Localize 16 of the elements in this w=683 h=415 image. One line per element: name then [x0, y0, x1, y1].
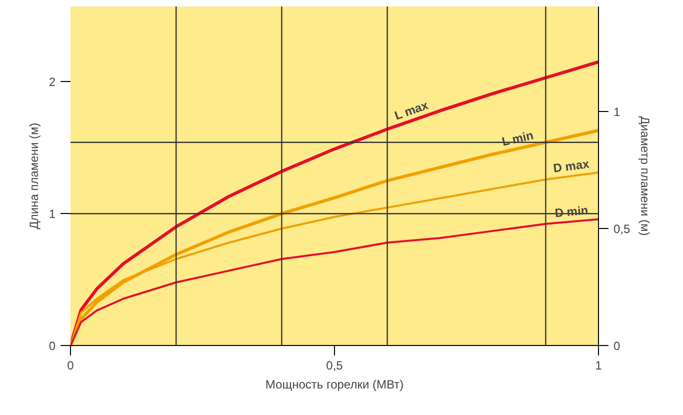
y-tick-label: 0 [48, 339, 56, 353]
x-tick-label: 0,5 [326, 358, 344, 372]
text: L min [500, 128, 535, 149]
x-axis-title: Мощность горелки (МВт) [265, 378, 404, 392]
text: D max [552, 156, 590, 176]
y-tick-label: 2 [48, 75, 56, 90]
y2-tick-label: 0,5 [614, 222, 631, 236]
y2-axis-title: Диаметр пламени (м) [638, 116, 652, 236]
text: L max [392, 98, 430, 123]
y2-tick-label: 1 [614, 105, 620, 120]
x-tick-label: 1 [595, 358, 602, 372]
y-axis-title: Длина пламени (м) [26, 122, 41, 230]
y-tick-label: 1 [48, 207, 56, 222]
y2-tick-label: 0 [614, 339, 620, 353]
x-tick-label: 0 [67, 358, 74, 372]
text: D min [554, 203, 589, 220]
